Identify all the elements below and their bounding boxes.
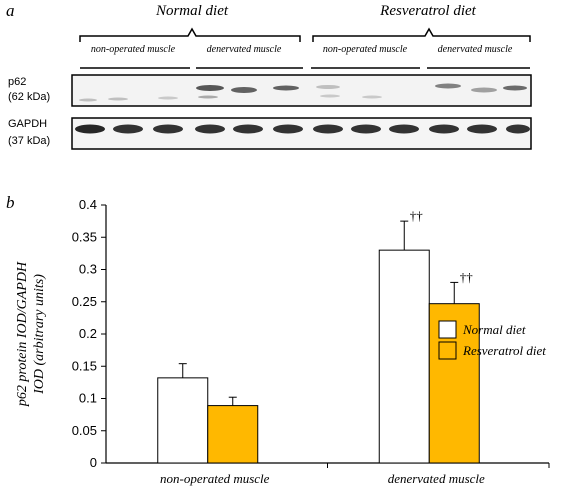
y-tick-label: 0 [90,455,97,470]
significance-marker: †† [410,208,424,223]
brace-normal [79,27,301,42]
x-tick-label: denervated muscle [388,471,485,486]
bar [378,249,430,464]
legend-label-resveratrol: Resveratrol diet [462,343,546,358]
y-tick-label: 0.3 [79,262,97,277]
subgroup-label-4: denervated muscle [438,44,513,55]
blot-weight-p62: (62 kDa) [8,91,50,103]
legend-swatch-normal [438,320,457,339]
y-axis-title-line1: p62 protein IOD/GAPDH [15,261,30,407]
brace-resveratrol [312,27,531,42]
legend-label-normal: Normal diet [462,322,526,337]
blot-strip-p62 [71,74,532,107]
x-tick-label: non-operated muscle [160,471,270,486]
gapdh-bands [75,124,530,134]
blot-label-gapdh: GAPDH [8,118,47,130]
legend-swatch-resveratrol [438,341,457,360]
subgroup-label-1: non-operated muscle [91,44,176,55]
bar [207,405,259,464]
y-axis-title-line2: IOD (arbitrary units) [32,274,47,395]
bar-chart: 0 0.05 0.1 0.15 0.2 0.25 0.3 0.35 0.4 non-operate… [72,197,550,486]
subgroup-label-2: denervated muscle [207,44,282,55]
group-label-resveratrol: Resveratrol diet [379,3,477,19]
group-label-normal: Normal diet [155,3,229,19]
blot-weight-gapdh: (37 kDa) [8,135,50,147]
panel-b-label: b [6,193,15,212]
y-tick-label: 0.25 [72,294,97,309]
y-tick-label: 0.2 [79,326,97,341]
y-tick-label: 0.1 [79,391,97,406]
significance-marker: †† [460,269,474,284]
y-tick-label: 0.05 [72,423,97,438]
blot-label-p62: p62 [8,76,26,88]
y-tick-label: 0.35 [72,229,97,244]
y-axis-title: p62 protein IOD/GAPDH IOD (arbitrary uni… [15,261,47,407]
y-tick-label: 0.4 [79,197,97,212]
bar [157,377,209,464]
blot-strip-gapdh [71,117,532,150]
y-tick-label: 0.15 [72,358,97,373]
p62-bands [79,83,527,102]
legend: Normal diet Resveratrol diet [438,320,546,360]
subgroup-label-3: non-operated muscle [323,44,408,55]
panel-a-label: a [6,1,15,20]
